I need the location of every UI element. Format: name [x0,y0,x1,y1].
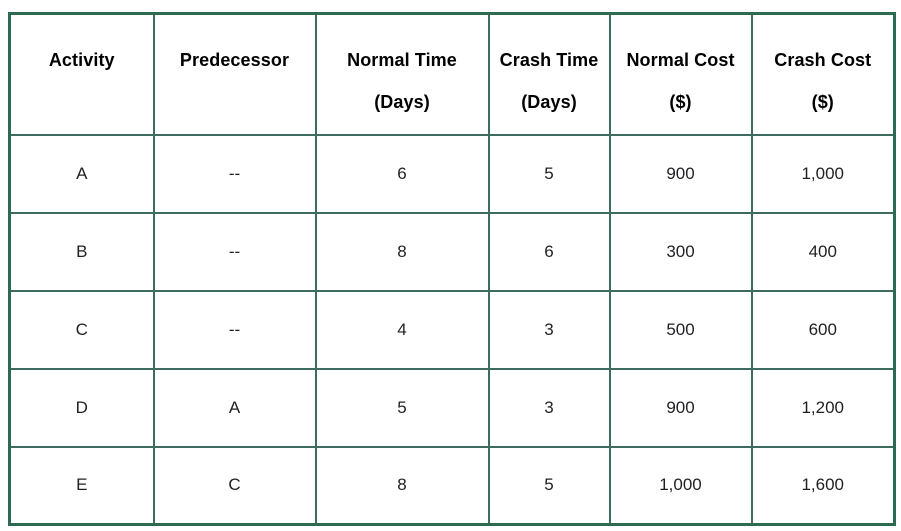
cell-normal-cost: 500 [608,289,753,370]
cell-normal-cost: 1,000 [608,445,753,526]
column-header-normal-cost: Normal Cost ($) [608,12,753,136]
header-sublabel: ($) [669,92,692,112]
table-row-activity-a: A -- 6 5 900 1,000 [8,133,896,214]
cell-normal-cost: 900 [608,367,753,448]
column-header-activity: Activity [8,12,155,136]
header-label: Crash Time [499,50,599,70]
header-sublabel: (Days) [374,92,430,112]
table-row-activity-d: D A 5 3 900 1,200 [8,367,896,448]
cell-activity: A [8,133,155,214]
cell-predecessor: -- [152,211,317,292]
activity-crash-cost-table: Activity Predecessor Normal Time (Days) … [8,12,896,526]
cell-normal-cost: 900 [608,133,753,214]
header-sublabel: (Days) [521,92,577,112]
cell-activity: C [8,289,155,370]
table-row-activity-c: C -- 4 3 500 600 [8,289,896,370]
column-header-normal-time: Normal Time (Days) [314,12,490,136]
cell-activity: B [8,211,155,292]
cell-predecessor: -- [152,133,317,214]
cell-crash-cost: 1,200 [750,367,896,448]
header-label: Activity [48,50,115,70]
cell-crash-time: 6 [487,211,611,292]
header-label: Normal Cost [626,50,735,70]
table-header-row: Activity Predecessor Normal Time (Days) … [8,12,896,136]
cell-crash-time: 3 [487,289,611,370]
column-header-crash-cost: Crash Cost ($) [750,12,896,136]
column-header-predecessor: Predecessor [152,12,317,136]
table-row-activity-e: E C 8 5 1,000 1,600 [8,445,896,526]
cell-crash-time: 5 [487,445,611,526]
table-row-activity-b: B -- 8 6 300 400 [8,211,896,292]
column-header-crash-time: Crash Time (Days) [487,12,611,136]
cell-normal-time: 6 [314,133,490,214]
cell-normal-time: 5 [314,367,490,448]
cell-predecessor: A [152,367,317,448]
cell-activity: E [8,445,155,526]
cell-predecessor: -- [152,289,317,370]
header-sublabel: ($) [811,92,834,112]
header-label: Predecessor [179,50,290,70]
cell-normal-cost: 300 [608,211,753,292]
cell-normal-time: 8 [314,445,490,526]
header-label: Normal Time [347,50,457,70]
cell-crash-cost: 400 [750,211,896,292]
cell-normal-time: 4 [314,289,490,370]
cell-activity: D [8,367,155,448]
cell-crash-cost: 600 [750,289,896,370]
cell-crash-time: 3 [487,367,611,448]
cell-crash-cost: 1,600 [750,445,896,526]
header-label: Crash Cost [774,50,872,70]
cell-crash-cost: 1,000 [750,133,896,214]
cell-predecessor: C [152,445,317,526]
cell-crash-time: 5 [487,133,611,214]
cell-normal-time: 8 [314,211,490,292]
